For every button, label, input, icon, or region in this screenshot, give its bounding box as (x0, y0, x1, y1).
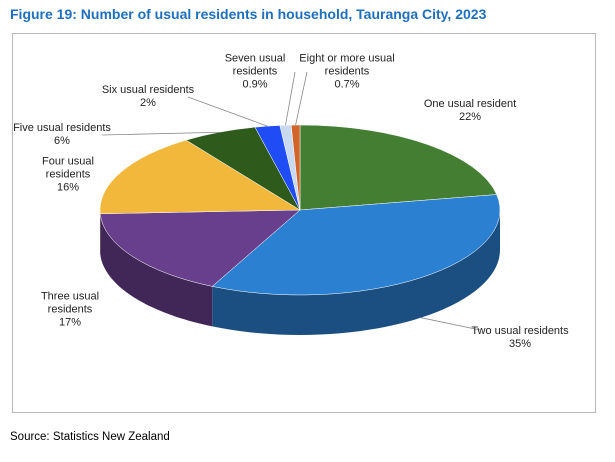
legend-label: Three usual residents (40, 290, 100, 316)
value-label: 22% (458, 111, 482, 123)
legend-label: Seven usual residents (224, 52, 286, 78)
leader-line (187, 96, 268, 127)
leader-line (285, 71, 296, 126)
legend-label: Six usual residents (101, 84, 195, 96)
data-label: Three usual residents 17% (30, 291, 110, 330)
data-label: One usual resident 22% (424, 98, 516, 124)
slice (290, 124, 301, 211)
leader-line (295, 71, 308, 126)
slice (99, 209, 301, 287)
chart-frame (12, 33, 596, 413)
value-label: 17% (58, 316, 82, 329)
data-label: Six usual residents 2% (102, 84, 194, 110)
data-label: Four usual residents 16% (31, 156, 106, 195)
slice-side (100, 213, 213, 327)
value-label: 0.9% (242, 78, 268, 91)
value-label: 35% (508, 338, 532, 350)
legend-label: Eight or more usual residents (299, 52, 395, 78)
legend-label: One usual resident (423, 98, 517, 110)
value-label: 0.7% (334, 78, 360, 91)
data-label: Eight or more usual residents 0.7% (277, 53, 417, 92)
data-label: Two usual residents 35% (471, 325, 568, 351)
data-label: Seven usual residents 0.9% (219, 53, 291, 92)
legend-label: Two usual residents (471, 325, 569, 337)
leader-line (101, 131, 220, 136)
value-label: 16% (56, 181, 80, 194)
leader-line (420, 317, 481, 331)
slice (211, 194, 501, 296)
value-label: 6% (54, 135, 70, 147)
value-label: 2% (140, 97, 156, 109)
slice (299, 124, 498, 211)
chart-title: Figure 19: Number of usual residents in … (10, 6, 487, 22)
source-note: Source: Statistics New Zealand (10, 431, 170, 443)
slice-side (212, 210, 500, 335)
legend-label: Five usual residents (13, 122, 111, 134)
slice (99, 139, 301, 215)
data-label: Five usual residents 6% (13, 122, 111, 148)
legend-label: Four usual residents (42, 155, 94, 181)
